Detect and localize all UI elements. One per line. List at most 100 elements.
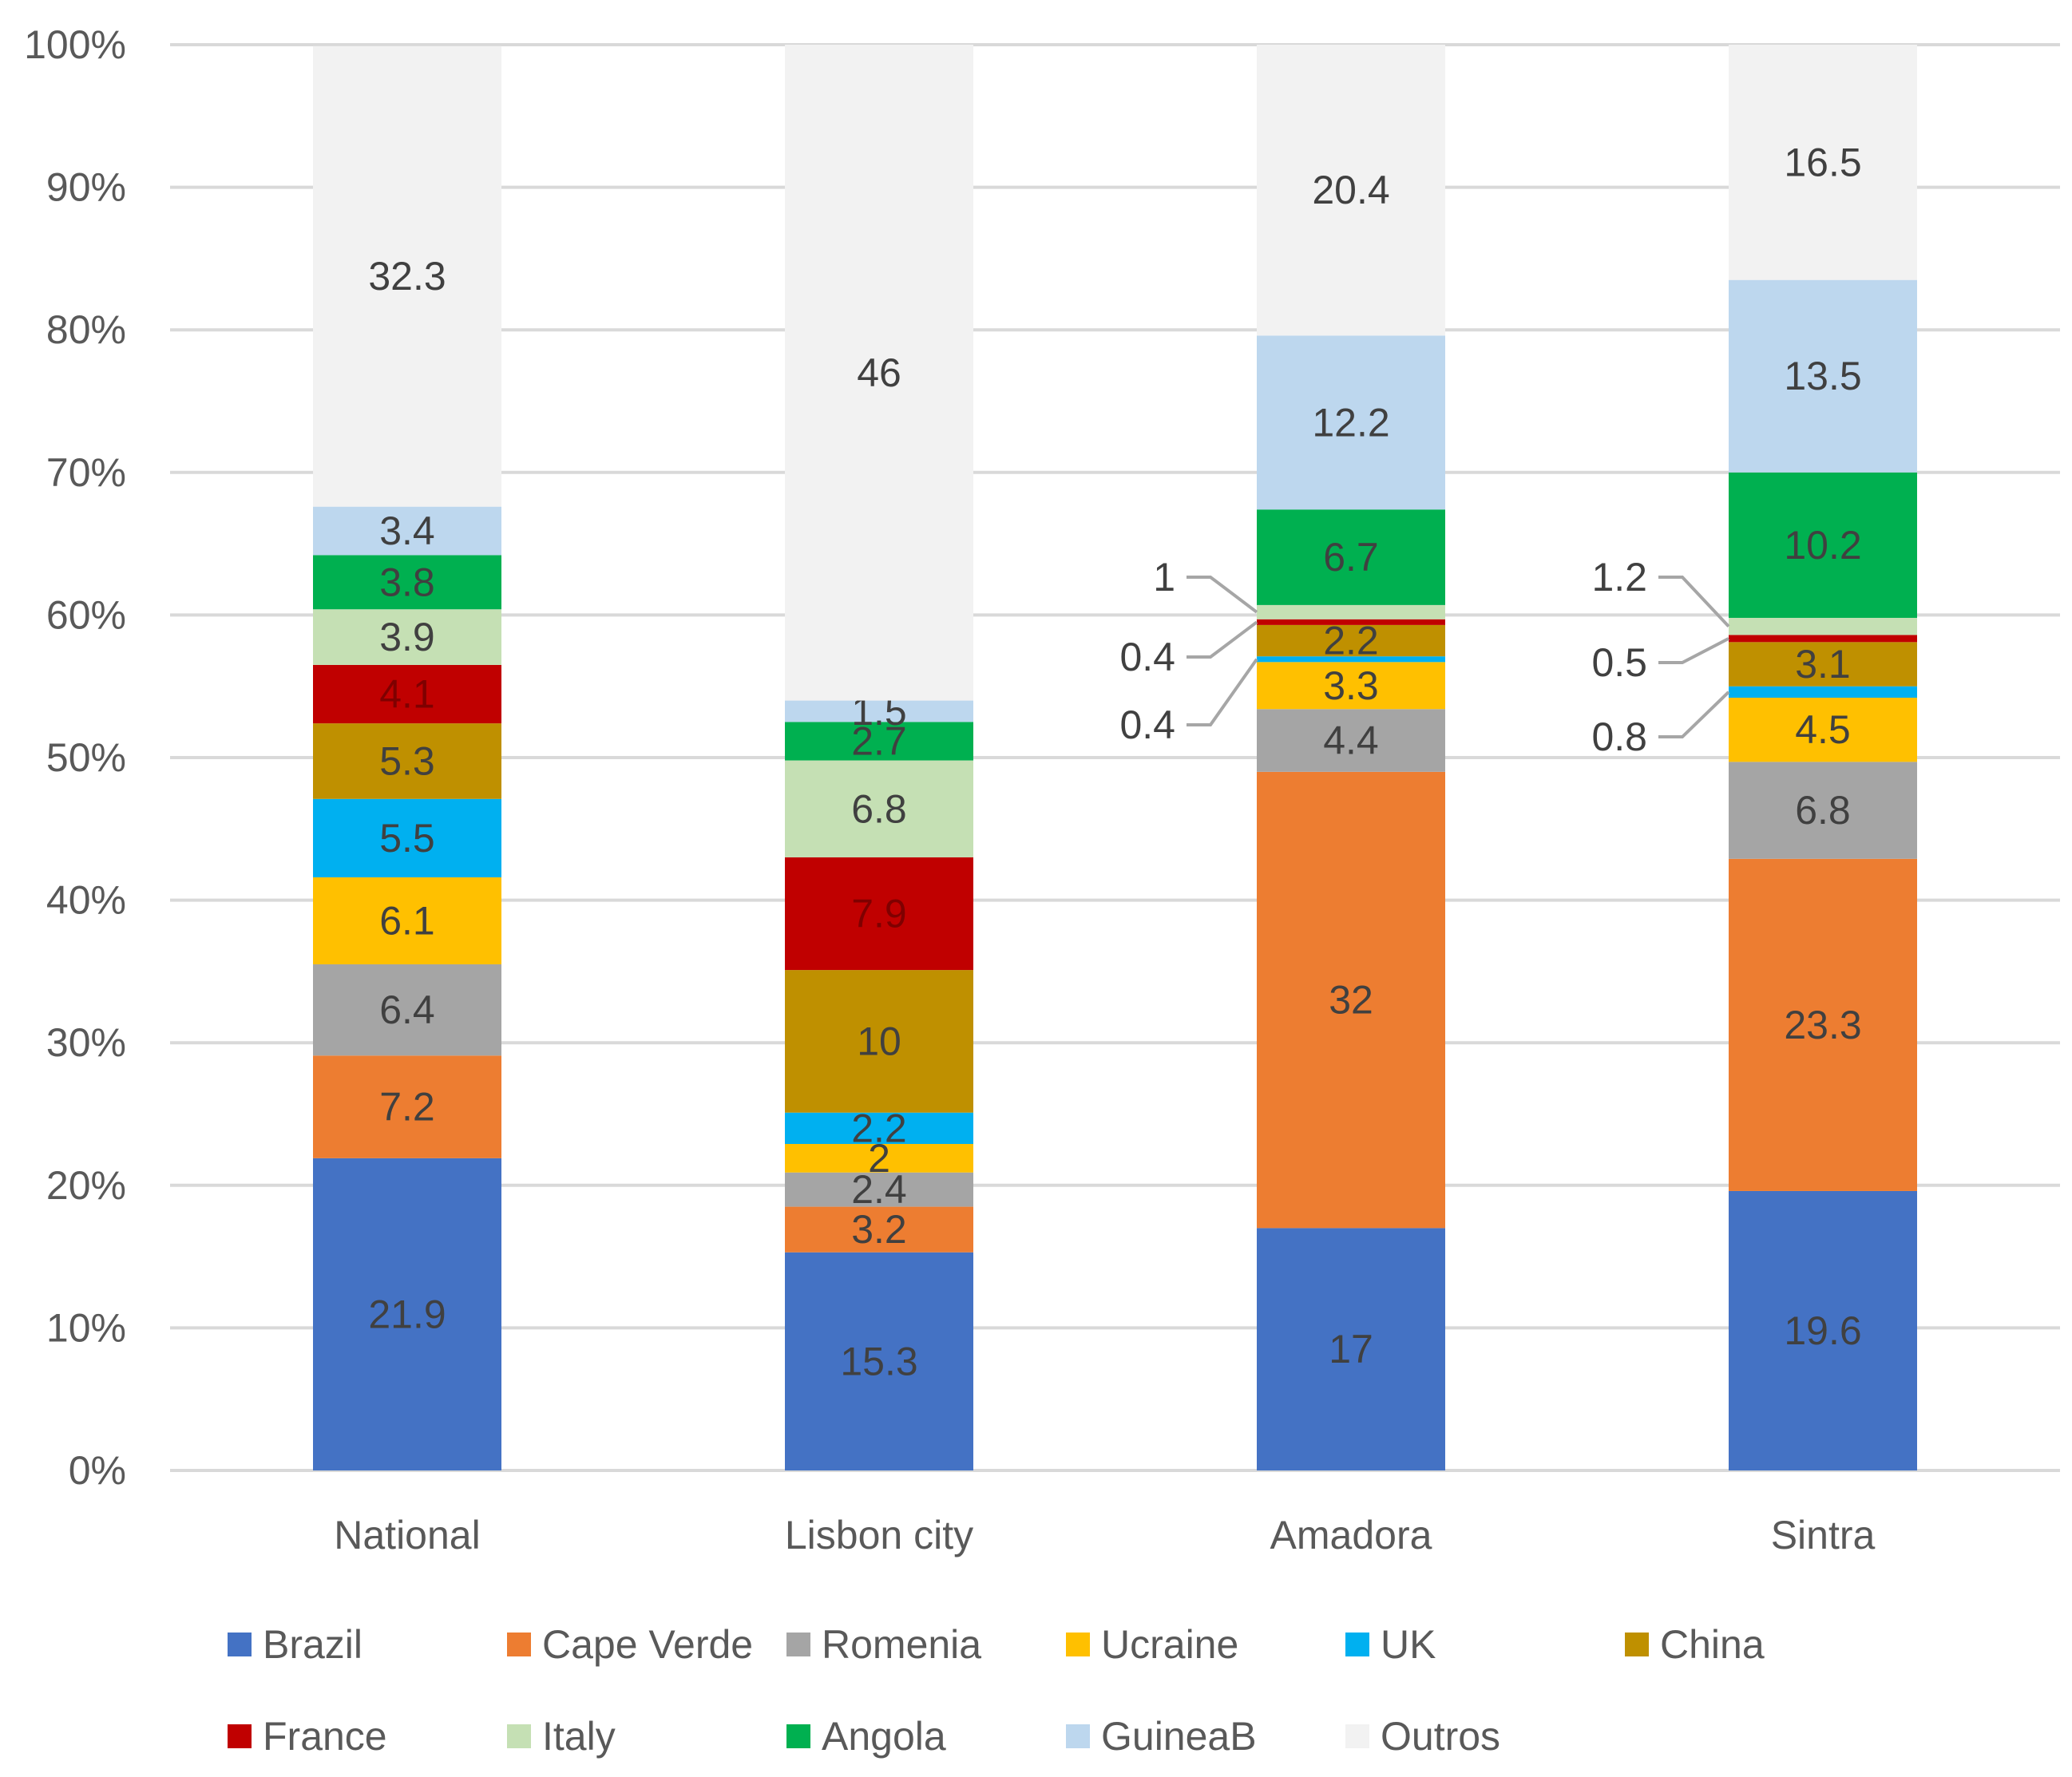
legend-swatch — [1345, 1633, 1369, 1656]
data-label: 13.5 — [1784, 354, 1861, 398]
bar-segment — [785, 857, 973, 971]
y-tick-label: 10% — [46, 1305, 126, 1350]
y-tick-label: 60% — [46, 592, 126, 637]
y-tick-label: 50% — [46, 735, 126, 780]
data-label: 4.4 — [1323, 718, 1379, 763]
bar-segment — [1729, 635, 1917, 643]
data-label: 10 — [857, 1019, 901, 1063]
legend-label: France — [263, 1714, 387, 1759]
legend-item: GuineaB — [1066, 1712, 1257, 1760]
legend-swatch — [786, 1724, 810, 1748]
legend-item: Brazil — [228, 1621, 363, 1668]
bar-segment — [1257, 624, 1445, 657]
y-tick-label: 30% — [46, 1020, 126, 1065]
data-label: 4.1 — [379, 672, 435, 717]
bar-segment — [1729, 858, 1917, 1191]
data-label: 2.4 — [851, 1167, 907, 1212]
legend-swatch — [1625, 1633, 1649, 1656]
bar-segment — [1257, 656, 1445, 663]
data-label: 19.6 — [1784, 1308, 1861, 1353]
data-label: 6.8 — [851, 786, 907, 831]
y-tick-label: 0% — [69, 1448, 126, 1493]
legend-label: GuineaB — [1101, 1714, 1257, 1759]
x-tick-label: National — [334, 1513, 480, 1557]
bar-segment — [785, 700, 973, 722]
y-tick-label: 90% — [46, 165, 126, 210]
y-tick-label: 80% — [46, 307, 126, 352]
bar-segment — [313, 964, 501, 1056]
legend-item: China — [1625, 1621, 1765, 1668]
bar-segment — [785, 1206, 973, 1253]
data-label: 2.7 — [851, 718, 907, 763]
callout-label: 0.8 — [1591, 714, 1647, 759]
legend-swatch — [1345, 1724, 1369, 1748]
bar-segment — [313, 46, 501, 507]
bar-segment — [1729, 45, 1917, 280]
bar-segment — [785, 760, 973, 858]
bar-segment — [313, 664, 501, 724]
bar-segment — [1257, 45, 1445, 336]
legend-label: Brazil — [263, 1622, 363, 1667]
bar-segment — [1257, 619, 1445, 625]
data-label: 10.2 — [1784, 523, 1861, 568]
bar-segment — [1729, 279, 1917, 473]
bar-segment — [1257, 662, 1445, 710]
bar-segment — [313, 877, 501, 964]
legend-label: Angola — [822, 1714, 946, 1759]
data-label: 15.3 — [840, 1339, 917, 1383]
legend-label: Romenia — [822, 1622, 982, 1667]
legend-item: Romenia — [786, 1621, 981, 1668]
callout-leader-line — [1187, 658, 1258, 726]
data-label: 7.2 — [379, 1085, 435, 1130]
bar-segment — [313, 555, 501, 610]
bar-segment — [785, 1144, 973, 1173]
y-tick-label: 70% — [46, 450, 126, 495]
legend-label: Outros — [1381, 1714, 1501, 1759]
legend-swatch — [507, 1633, 531, 1656]
legend-item: France — [228, 1712, 387, 1760]
legend-item: UK — [1345, 1621, 1436, 1668]
legend-item: Angola — [786, 1712, 946, 1760]
data-label: 46 — [857, 350, 901, 395]
bar-segment — [785, 970, 973, 1113]
bar-segment — [313, 609, 501, 665]
bar-segment — [1257, 709, 1445, 772]
callout-leader-line — [1187, 576, 1258, 614]
callout-leader-line — [1658, 576, 1730, 628]
x-tick-label: Sintra — [1771, 1513, 1876, 1557]
bar-segment — [313, 798, 501, 878]
data-label: 32.3 — [368, 254, 446, 299]
legend-swatch — [1066, 1724, 1090, 1748]
bar-segment — [1729, 697, 1917, 762]
legend-swatch — [1066, 1633, 1090, 1656]
data-label: 17 — [1329, 1327, 1373, 1371]
bar-segment — [1729, 1190, 1917, 1470]
data-label: 6.4 — [379, 987, 435, 1032]
data-label: 3.1 — [1795, 642, 1851, 687]
bar-segment — [313, 1055, 501, 1158]
bar-segment — [1257, 604, 1445, 619]
data-label: 5.3 — [379, 738, 435, 783]
callout-label: 0.4 — [1119, 702, 1175, 747]
bar-segment — [313, 506, 501, 556]
callout-leader-line — [1658, 691, 1730, 738]
y-tick-label: 40% — [46, 878, 126, 923]
legend-label: Ucraine — [1101, 1622, 1239, 1667]
legend-item: Ucraine — [1066, 1621, 1238, 1668]
legend-item: Cape Verde — [507, 1621, 753, 1668]
bar-segment — [785, 1172, 973, 1207]
bar-segment — [785, 1252, 973, 1470]
bar-segment — [1257, 509, 1445, 605]
data-label: 4.5 — [1795, 707, 1851, 752]
callout-leader-line — [1658, 637, 1729, 664]
legend-swatch — [228, 1633, 252, 1656]
bar-segment — [785, 1112, 973, 1145]
data-label: 3.2 — [851, 1207, 907, 1252]
data-label: 3.4 — [379, 509, 435, 553]
bar-segment — [1257, 335, 1445, 510]
y-tick-label: 100% — [24, 22, 126, 67]
data-label: 2.2 — [1323, 619, 1379, 663]
bar-segment — [313, 1158, 501, 1470]
data-label: 6.7 — [1323, 535, 1379, 580]
